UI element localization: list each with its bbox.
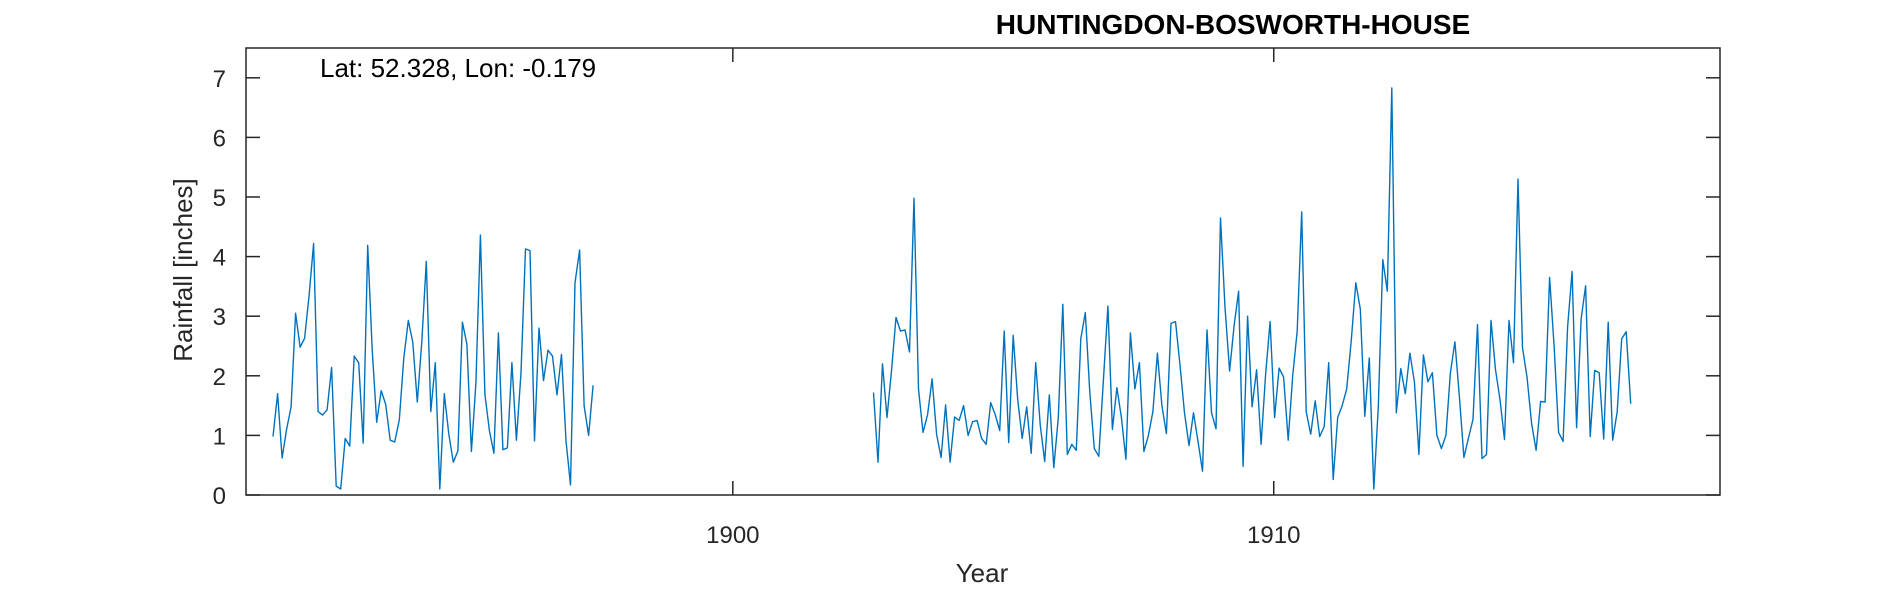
x-axis-label: Year [956, 558, 1009, 588]
y-tick-label: 0 [213, 483, 226, 510]
y-tick-label: 6 [213, 125, 226, 152]
y-tick-label: 1 [213, 423, 226, 450]
x-tick-label: 1900 [706, 522, 759, 549]
rainfall-line-segment [872, 87, 1632, 490]
rainfall-line-segment [272, 234, 594, 490]
y-tick-label: 2 [213, 364, 226, 391]
y-tick-label: 4 [213, 245, 226, 272]
axis-ticks: 0 1 2 3 4 5 6 7 1900 1910 [213, 48, 1720, 549]
x-tick-label: 1910 [1247, 522, 1300, 549]
plot-frame [245, 47, 1721, 496]
chart-title: HUNTINGDON-BOSWORTH-HOUSE [996, 9, 1470, 40]
rainfall-series [272, 87, 1632, 490]
y-tick-label: 5 [213, 185, 226, 212]
y-tick-label: 3 [213, 304, 226, 331]
y-axis-label: Rainfall [inches] [168, 178, 198, 362]
location-annotation: Lat: 52.328, Lon: -0.179 [320, 53, 596, 83]
y-tick-label: 7 [213, 66, 226, 93]
